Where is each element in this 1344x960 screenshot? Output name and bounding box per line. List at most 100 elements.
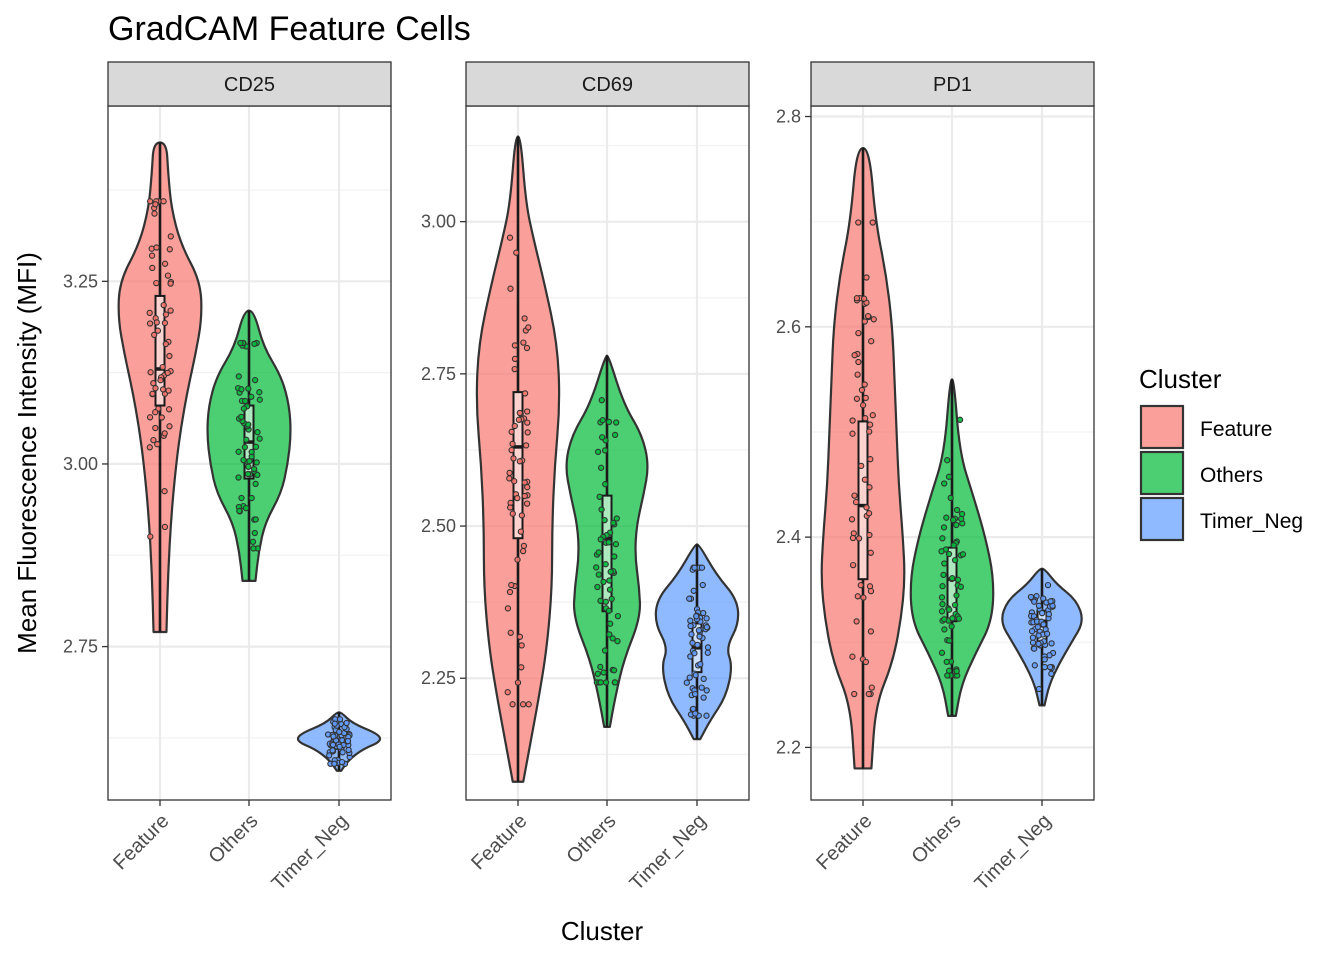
box-iqr [857,420,869,581]
data-point [336,728,343,736]
data-point [506,234,514,241]
data-point [524,484,531,491]
violin-group-feature [820,146,906,770]
strip-label-pd1: PD1 [933,74,972,96]
y-tick-label: 3.00 [421,212,456,232]
data-point [951,601,959,609]
data-point [686,674,693,681]
data-point [949,574,956,582]
data-point [240,405,248,412]
data-point [514,494,521,502]
data-point [520,542,528,550]
data-point [683,679,690,686]
data-point [252,480,259,488]
x-tick-label: Feature [812,810,876,874]
data-point [506,588,514,596]
data-point [525,324,532,331]
data-point [1041,663,1048,671]
violin-group-feature [475,135,561,783]
strip-label-cd69: CD69 [582,74,633,96]
data-point [519,701,527,708]
data-point [511,422,518,430]
legend-key-others [1139,450,1185,496]
data-point [602,481,609,488]
data-point [152,409,159,416]
data-point [860,594,867,601]
y-tick-label: 2.75 [421,364,456,384]
x-tick-label: Feature [109,810,173,874]
data-point [146,198,154,205]
data-point [854,371,861,378]
data-point [525,701,532,708]
data-point [243,436,250,443]
data-point [150,436,157,444]
data-point [602,598,610,605]
data-point [594,448,602,456]
data-point [1048,670,1055,677]
data-point [507,285,514,292]
data-point [597,663,604,671]
data-point [330,733,337,740]
data-point [854,593,861,600]
x-tick-label: Timer_Neg [268,810,353,895]
data-point [522,442,530,449]
data-point [600,578,607,586]
data-point [853,618,860,625]
data-point [597,464,605,471]
data-point [161,319,169,327]
data-point [703,687,710,694]
y-tick-label: 2.50 [421,516,456,536]
data-point [150,380,157,387]
data-point [245,421,252,428]
data-point [250,465,258,473]
data-point [611,679,619,686]
data-point [521,390,529,397]
data-point [146,309,153,317]
data-point [853,295,861,302]
violin-group-timer-neg [654,543,740,741]
data-point [945,473,953,480]
data-point [161,488,168,495]
data-point [938,608,946,615]
data-point [855,535,863,542]
data-point [863,504,870,511]
data-point [1031,598,1038,605]
data-point [612,541,620,548]
data-point [241,444,249,451]
data-point [1044,581,1052,589]
data-point [147,369,154,376]
y-tick-label: 2.75 [63,637,98,657]
data-point [864,312,872,320]
data-point [939,583,946,590]
data-point [161,260,169,267]
strip-label-cd25: CD25 [224,74,275,96]
data-point [509,510,516,517]
data-point [339,749,346,756]
data-point [861,318,868,325]
data-point [595,549,602,556]
data-point [238,413,245,421]
legend-title: Cluster [1139,364,1222,394]
data-point [959,551,967,558]
data-point [940,571,947,579]
data-point [953,521,960,529]
data-point [692,710,699,717]
data-point [691,564,698,571]
data-point [693,613,700,620]
data-point [164,369,171,377]
data-point [331,720,338,727]
legend-label-others: Others [1200,464,1263,487]
y-tick-label: 2.2 [776,737,801,757]
data-point [236,507,243,515]
data-point [698,564,706,571]
data-point [516,409,523,417]
y-tick-label: 2.6 [776,317,801,337]
data-point [160,301,167,309]
data-point [851,492,858,499]
data-point [695,627,703,634]
data-point [524,429,531,436]
data-point [338,758,346,766]
data-point [687,653,694,660]
data-point [956,416,964,423]
data-point [867,628,875,635]
